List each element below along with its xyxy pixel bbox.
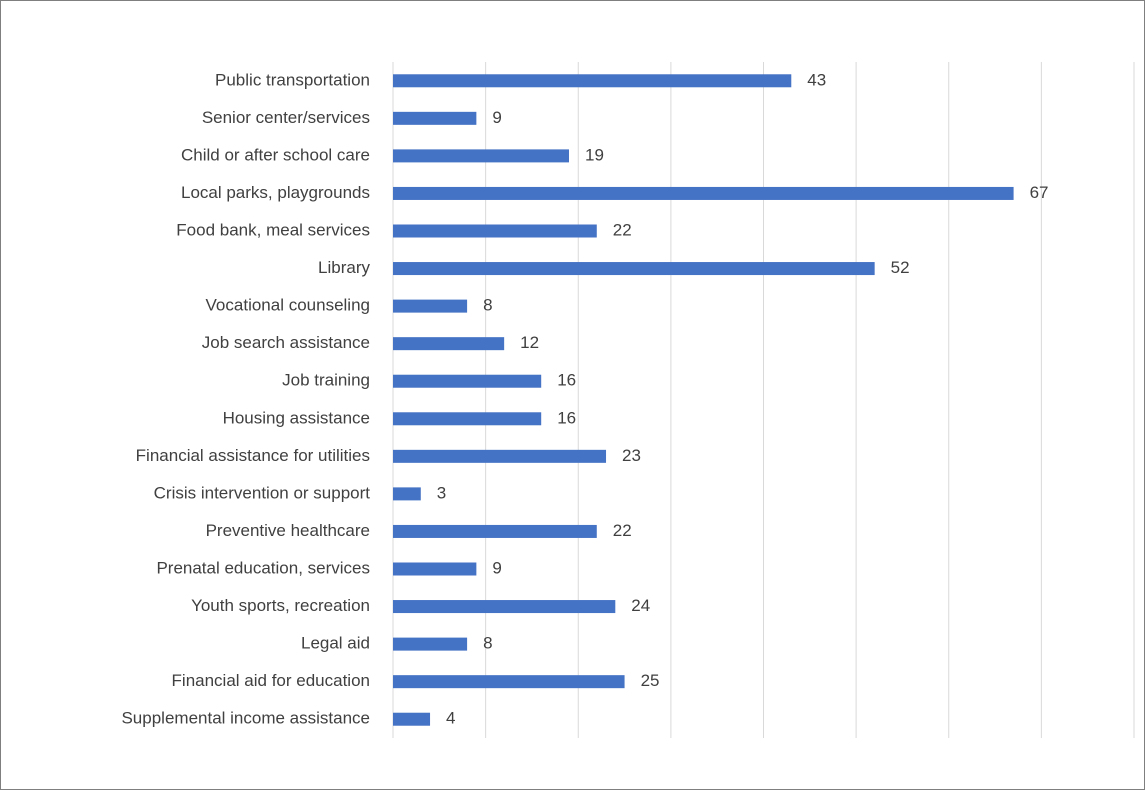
y-tick-label: Crisis intervention or support xyxy=(154,483,371,502)
bar xyxy=(393,449,607,463)
y-tick-label: Child or after school care xyxy=(181,145,370,164)
bar xyxy=(393,637,468,651)
bar xyxy=(393,600,616,614)
y-tick-label: Senior center/services xyxy=(202,108,370,127)
bar xyxy=(393,74,792,88)
bar xyxy=(393,562,477,576)
data-label: 67 xyxy=(1030,183,1049,202)
y-tick-label: Supplemental income assistance xyxy=(121,709,370,728)
data-label: 52 xyxy=(891,258,910,277)
y-tick-label: Preventive healthcare xyxy=(206,521,370,540)
data-label: 23 xyxy=(622,446,641,465)
bar xyxy=(393,487,421,501)
y-tick-label: Housing assistance xyxy=(223,408,370,427)
data-label: 16 xyxy=(557,371,576,390)
bar xyxy=(393,149,569,163)
bar xyxy=(393,111,477,125)
y-tick-label: Legal aid xyxy=(301,634,370,653)
data-label: 19 xyxy=(585,145,604,164)
y-tick-label: Public transportation xyxy=(215,70,370,89)
data-label: 9 xyxy=(492,558,501,577)
bar xyxy=(393,299,468,313)
bar xyxy=(393,337,505,351)
bar xyxy=(393,224,597,238)
y-tick-label: Prenatal education, services xyxy=(156,558,370,577)
data-label: 8 xyxy=(483,296,492,315)
bar xyxy=(393,712,431,726)
data-label: 3 xyxy=(437,483,446,502)
bar xyxy=(393,524,597,538)
data-label: 43 xyxy=(807,70,826,89)
data-label: 8 xyxy=(483,634,492,653)
bar xyxy=(393,675,625,689)
y-tick-label: Job training xyxy=(282,371,370,390)
y-tick-label: Vocational counseling xyxy=(206,296,370,315)
data-label: 22 xyxy=(613,521,632,540)
data-label: 12 xyxy=(520,333,539,352)
bar xyxy=(393,262,875,276)
y-tick-label: Job search assistance xyxy=(202,333,370,352)
data-label: 4 xyxy=(446,709,455,728)
data-label: 24 xyxy=(631,596,650,615)
y-tick-label: Financial aid for education xyxy=(172,671,370,690)
bar xyxy=(393,374,542,388)
bar xyxy=(393,186,1014,200)
y-tick-label: Youth sports, recreation xyxy=(191,596,370,615)
data-label: 9 xyxy=(492,108,501,127)
data-label: 22 xyxy=(613,220,632,239)
bar xyxy=(393,412,542,426)
y-tick-label: Food bank, meal services xyxy=(176,220,370,239)
data-label: 25 xyxy=(641,671,660,690)
y-tick-label: Financial assistance for utilities xyxy=(136,446,370,465)
y-tick-label: Local parks, playgrounds xyxy=(181,183,370,202)
y-tick-label: Library xyxy=(318,258,370,277)
data-label: 16 xyxy=(557,408,576,427)
